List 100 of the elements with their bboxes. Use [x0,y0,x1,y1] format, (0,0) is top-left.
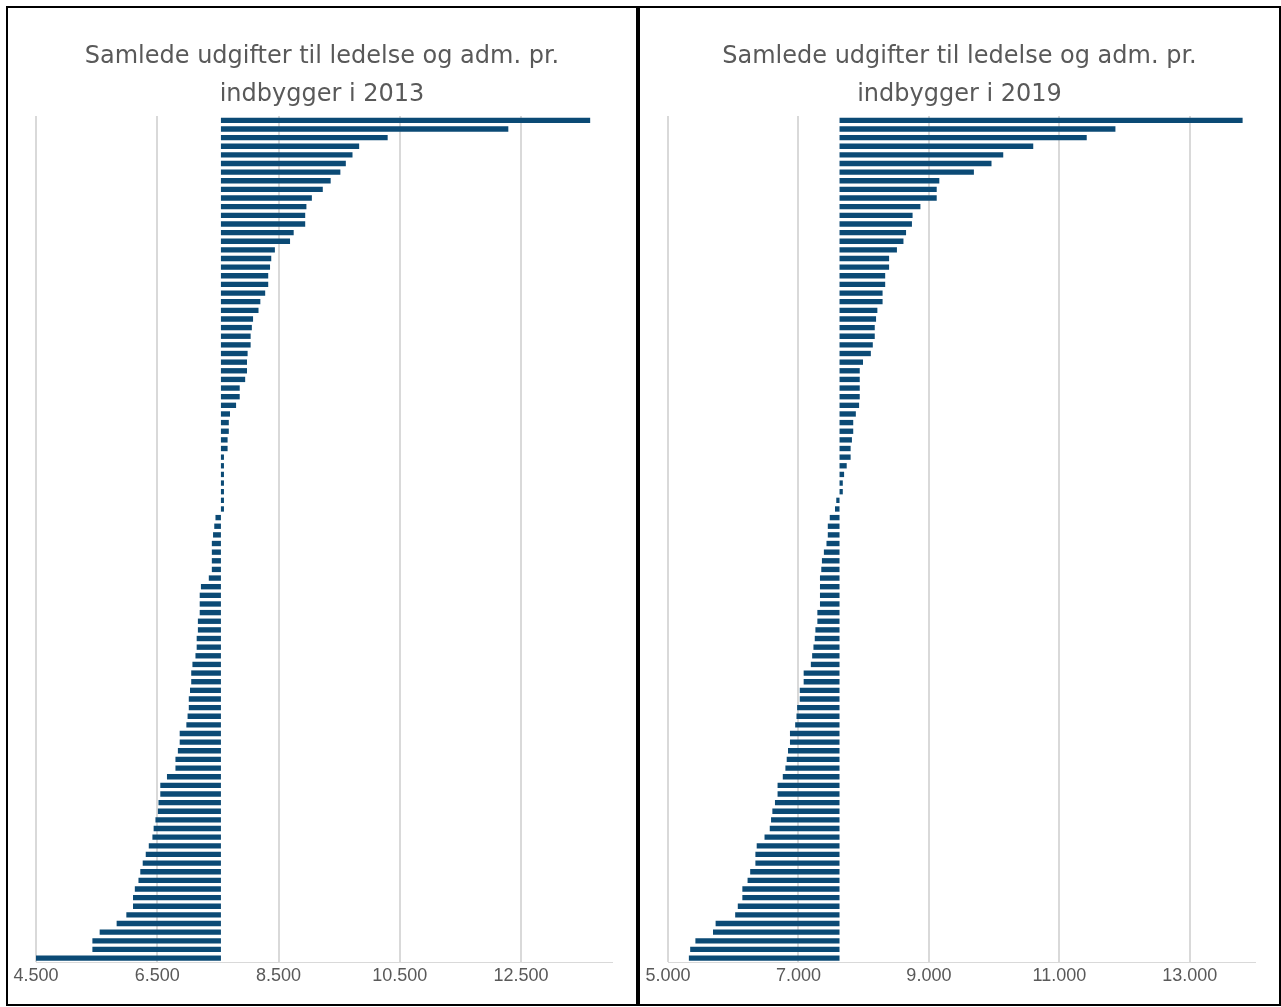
bar [192,661,221,668]
bar [215,514,221,521]
bar [220,212,306,218]
bar [142,860,221,866]
bar [92,946,221,953]
bar [220,204,307,210]
bar [220,324,252,331]
x-tick-label: 11.000 [1032,965,1087,986]
bar [815,627,840,633]
bar [138,877,221,884]
bar [756,843,840,849]
bar [839,229,907,236]
bar [220,178,331,184]
bar [200,584,221,590]
bar [220,480,224,486]
bar [688,955,840,961]
chart-title: Samlede udgifter til ledelse og adm. pr. indbygger i 2013 [83,40,561,109]
bar [735,912,840,918]
bar [126,912,221,918]
bar [220,402,237,409]
bar [145,851,221,858]
bar [755,851,840,858]
bar [220,376,246,383]
bar [803,670,840,676]
bar [839,376,860,383]
bar [220,221,306,227]
bar [829,514,840,521]
bar [220,299,261,305]
bar [750,869,840,875]
bar [220,290,266,296]
bar [220,264,271,270]
bar [836,497,840,504]
bar [155,817,221,823]
bar [823,549,840,555]
bar [220,134,388,141]
bar [839,169,974,175]
bar [160,791,221,797]
x-tick-label: 5.000 [645,965,691,986]
bar [220,126,509,132]
bar [195,653,221,659]
bar [166,774,221,780]
bar [175,765,221,771]
bar [158,799,221,806]
bar [812,653,840,659]
bar [211,540,221,547]
bar [785,765,840,771]
bar [772,808,840,814]
bar [817,609,840,616]
bar [92,938,221,944]
bar [839,238,904,244]
bar [821,558,840,564]
bar [813,644,840,650]
bar [819,601,840,607]
bar [220,350,248,357]
bar [774,799,840,806]
bar [36,955,221,961]
bar [797,704,840,711]
bar [220,342,251,348]
bar [175,756,221,763]
bar [160,782,221,789]
bar [116,920,221,927]
bar [220,428,229,434]
bar [220,489,224,495]
bar [839,333,875,339]
bar [220,238,291,244]
bar [220,385,240,391]
bar [839,480,843,486]
x-tick-label: 13.000 [1162,965,1218,986]
bar [834,506,840,512]
bar [839,264,890,270]
bar [153,825,221,832]
bar [839,281,886,288]
bar [220,445,228,452]
bar [197,627,221,633]
bar [839,350,871,357]
bar [839,342,873,348]
bar [826,540,840,547]
bar [199,592,221,599]
bar [220,437,228,443]
bar [839,247,897,253]
bar [839,411,856,417]
bar [839,454,851,460]
bar [839,221,912,227]
bar [839,290,883,296]
bar [220,169,341,175]
bar [220,333,251,339]
bar [177,748,221,754]
bar [771,817,840,823]
bar [839,316,877,322]
bar [839,143,1034,149]
bar [220,307,259,313]
bar [186,722,221,728]
bar [133,894,221,901]
x-tick-label: 8.500 [256,965,302,986]
bar [220,506,224,512]
chart-title: Samlede udgifter til ledelse og adm. pr. indbygger i 2019 [721,40,1198,109]
bar [819,575,840,581]
bar [715,920,840,927]
x-tick-label: 7.000 [775,965,821,986]
bar [152,834,221,840]
